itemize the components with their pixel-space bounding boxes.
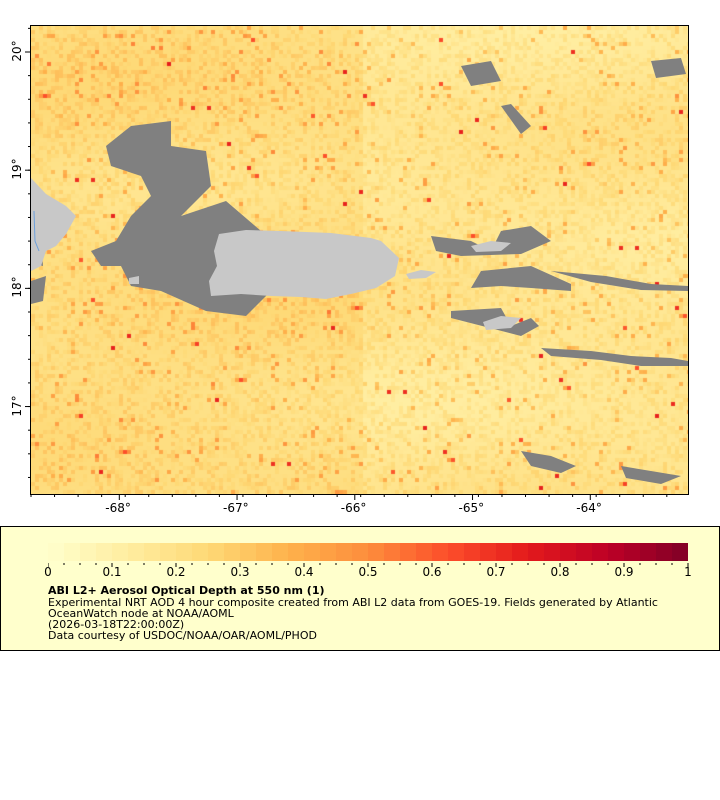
colorbar-tick-label: 0.5 xyxy=(358,565,378,579)
lon-tick-label: -64° xyxy=(576,501,602,515)
legend-title: ABI L2+ Aerosol Optical Depth at 550 nm … xyxy=(48,584,325,597)
colorbar-segment xyxy=(544,543,560,561)
colorbar-segment xyxy=(272,543,288,561)
colorbar-segment xyxy=(288,543,304,561)
hispaniola xyxy=(31,178,76,271)
colorbar-segment xyxy=(512,543,528,561)
lon-tick-label: -67° xyxy=(223,501,249,515)
colorbar-tick-label: 0.9 xyxy=(614,565,634,579)
colorbar-segment xyxy=(640,543,656,561)
colorbar-segment xyxy=(384,543,400,561)
colorbar-segment xyxy=(96,543,112,561)
colorbar-segment xyxy=(304,543,320,561)
colorbar-segment xyxy=(208,543,224,561)
colorbar-tick-label: 0.8 xyxy=(550,565,570,579)
lat-tick-label: 17° xyxy=(10,394,24,417)
lat-tick-label: 19° xyxy=(10,158,24,180)
legend-description-cont: OceanWatch node at NOAA/AOML xyxy=(48,607,234,620)
land-areas xyxy=(31,178,521,330)
colorbar-segment xyxy=(400,543,416,561)
lat-tick-label: 18° xyxy=(10,276,24,298)
tick-marks xyxy=(25,27,668,500)
colorbar-segment xyxy=(112,543,128,561)
colorbar-segment xyxy=(416,543,432,561)
colorbar-segment xyxy=(256,543,272,561)
legend-credit: Data courtesy of USDOC/NOAA/OAR/AOML/PHO… xyxy=(48,629,317,642)
colorbar-segment xyxy=(368,543,384,561)
colorbar-segment xyxy=(496,543,512,561)
lat-tick-label: 20° xyxy=(10,40,24,62)
colorbar-segment xyxy=(192,543,208,561)
colorbar-segment xyxy=(48,543,64,561)
colorbar-segment xyxy=(64,543,80,561)
land-overlay xyxy=(31,58,688,484)
colorbar-segment xyxy=(160,543,176,561)
colorbar-segment xyxy=(480,543,496,561)
colorbar-tick-label: 1 xyxy=(684,565,692,579)
colorbar-segment xyxy=(672,543,688,561)
colorbar-segment xyxy=(448,543,464,561)
colorbar-segment xyxy=(608,543,624,561)
lon-tick-label: -66° xyxy=(340,501,367,515)
lon-tick-label: -68° xyxy=(105,501,131,515)
colorbar-segment xyxy=(464,543,480,561)
colorbar-segment xyxy=(352,543,368,561)
st-croix xyxy=(483,316,521,330)
colorbar-tick-label: 0 xyxy=(44,565,52,579)
colorbar-segment xyxy=(176,543,192,561)
puerto-rico xyxy=(209,230,399,299)
colorbar-tick-label: 0.3 xyxy=(230,565,250,579)
colorbar xyxy=(48,543,689,567)
colorbar-tick-label: 0.4 xyxy=(294,565,314,579)
colorbar-segment xyxy=(656,543,672,561)
colorbar-segment xyxy=(528,543,544,561)
colorbar-segment xyxy=(624,543,640,561)
colorbar-segment xyxy=(320,543,336,561)
virgin-islands xyxy=(471,241,511,252)
colorbar-segment xyxy=(576,543,592,561)
legend-description: Experimental NRT AOD 4 hour composite cr… xyxy=(48,596,658,609)
legend-panel: 0 0.1 0.2 0.3 0.4 0.5 0.6 0.7 0.8 0.9 1 ABI L2+ Ae… xyxy=(0,526,720,651)
aod-map[interactable] xyxy=(30,25,689,495)
colorbar-segment xyxy=(240,543,256,561)
colorbar-tick-label: 0.7 xyxy=(486,565,506,579)
colorbar-segment xyxy=(80,543,96,561)
legend-time: (2026-03-18T22:00:00Z) xyxy=(48,618,185,631)
colorbar-tick-label: 0.6 xyxy=(422,565,442,579)
colorbar-segment xyxy=(224,543,240,561)
colorbar-segment xyxy=(336,543,352,561)
colorbar-segment xyxy=(560,543,576,561)
colorbar-segment xyxy=(128,543,144,561)
colorbar-segment xyxy=(144,543,160,561)
vieques xyxy=(406,270,436,279)
colorbar-segment xyxy=(432,543,448,561)
coastline xyxy=(33,210,40,252)
lon-tick-label: -65° xyxy=(458,501,485,515)
colorbar-tick-label: 0.2 xyxy=(166,565,186,579)
colorbar-tick-label: 0.1 xyxy=(102,565,122,579)
colorbar-segment xyxy=(592,543,608,561)
